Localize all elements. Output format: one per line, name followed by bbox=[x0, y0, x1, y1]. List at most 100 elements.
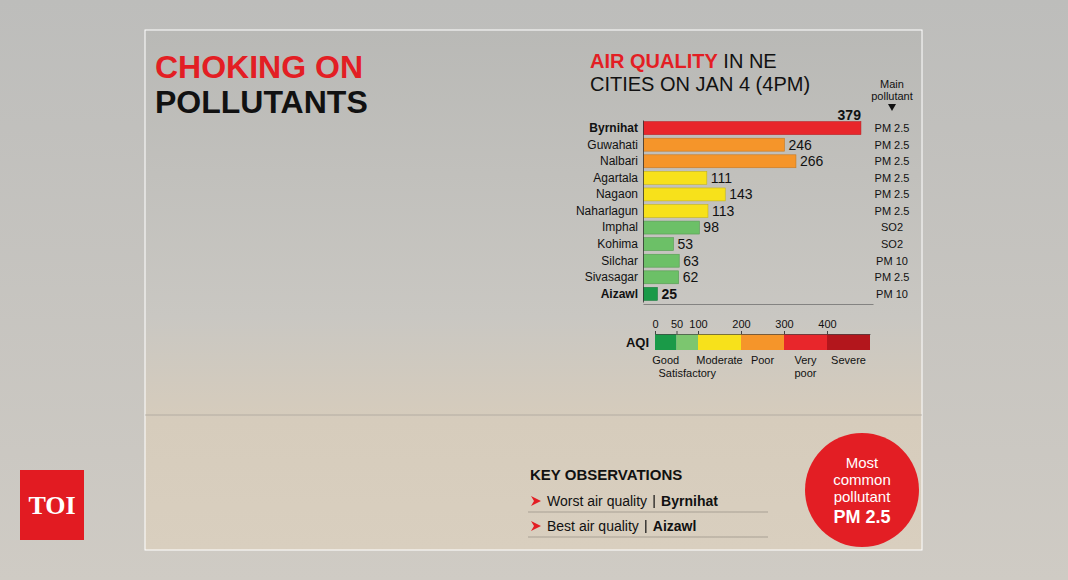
aqi-tick: 100 bbox=[689, 318, 707, 334]
data-label: 98 bbox=[703, 219, 719, 235]
data-label: 246 bbox=[788, 137, 812, 153]
pollutant-label: PM 2.5 bbox=[875, 122, 910, 134]
aqi-tick-label: 200 bbox=[732, 318, 750, 330]
separator bbox=[645, 520, 646, 533]
aqi-band-label: Severe bbox=[831, 354, 866, 366]
y-tick: Aizawl bbox=[601, 287, 638, 301]
aqi-band bbox=[741, 334, 784, 350]
text-word: 4 bbox=[733, 73, 750, 95]
category-label: Imphal bbox=[602, 220, 638, 234]
bar bbox=[643, 188, 725, 201]
aqi-band-label: Verypoor bbox=[794, 354, 817, 379]
data-label: 25 bbox=[661, 286, 677, 302]
text-line: pollutant bbox=[834, 488, 892, 505]
text-word: NE bbox=[743, 50, 776, 72]
bar bbox=[643, 221, 699, 234]
text-word: Severe bbox=[831, 354, 866, 366]
aqi-band-label: Poor bbox=[751, 354, 775, 366]
text-word: pollutant bbox=[871, 90, 913, 102]
aqi-tick-mark bbox=[677, 331, 678, 334]
aqi-tick-label: 400 bbox=[818, 318, 836, 330]
aqi-tick-label: 300 bbox=[775, 318, 793, 330]
y-tick: Naharlagun bbox=[576, 204, 638, 218]
y-tick: Sivasagar bbox=[585, 270, 638, 284]
category-label: Aizawl bbox=[601, 287, 638, 301]
aqi-band-label: Satisfactory bbox=[659, 367, 717, 379]
pollutant-label: PM 2.5 bbox=[875, 139, 910, 151]
text-line: Severe bbox=[831, 354, 866, 366]
y-tick: Nalbari bbox=[600, 154, 638, 168]
observation-value: Byrnihat bbox=[661, 493, 718, 509]
callout-circle bbox=[805, 433, 919, 547]
bar bbox=[643, 271, 679, 284]
text-word: poor bbox=[794, 367, 816, 379]
pollutant-label: PM 2.5 bbox=[875, 172, 910, 184]
data-label: 53 bbox=[677, 236, 693, 252]
observation-rule bbox=[528, 537, 768, 538]
data-label: 143 bbox=[729, 186, 753, 202]
aqi-tick: 400 bbox=[818, 318, 836, 334]
page-title: CHOKING ONPOLLUTANTS bbox=[155, 49, 368, 120]
category-label: Guwahati bbox=[587, 138, 638, 152]
aqi-band bbox=[784, 334, 827, 350]
aqi-tick-mark bbox=[827, 331, 828, 334]
text-word: Most bbox=[846, 454, 879, 471]
observation-value: Aizawl bbox=[653, 518, 697, 534]
text-line: Most bbox=[846, 454, 879, 471]
background bbox=[0, 0, 1068, 580]
bars bbox=[643, 122, 861, 301]
y-tick: Guwahati bbox=[587, 138, 638, 152]
data-label: 113 bbox=[712, 203, 735, 219]
observation-label: Best air quality bbox=[547, 518, 639, 534]
callout-value: PM 2.5 bbox=[833, 507, 890, 527]
text-line: Poor bbox=[751, 354, 775, 366]
text-line: CITIES ON JAN 4 (4PM) bbox=[590, 73, 810, 95]
logo-box bbox=[20, 470, 84, 540]
logo-text: TOI bbox=[28, 491, 75, 520]
text-word: CHOKING bbox=[155, 49, 306, 85]
y-tick: Byrnihat bbox=[589, 121, 638, 135]
category-label: Agartala bbox=[593, 171, 638, 185]
y-tick: Agartala bbox=[593, 171, 638, 185]
chart-title: AIR QUALITY IN NECITIES ON JAN 4 (4PM) bbox=[590, 50, 810, 95]
text-word: ON bbox=[306, 49, 363, 85]
pollutant-label: SO2 bbox=[881, 221, 903, 233]
category-label: Silchar bbox=[601, 254, 638, 268]
pollutant-label: PM 10 bbox=[876, 255, 908, 267]
panel bbox=[145, 30, 922, 550]
aqi-tick: 0 bbox=[652, 318, 658, 334]
pollutant-label: PM 2.5 bbox=[875, 188, 910, 200]
aqi-tick: 300 bbox=[775, 318, 793, 334]
fence bbox=[145, 415, 922, 416]
aqi-label: AQI bbox=[626, 335, 649, 350]
bar bbox=[643, 122, 861, 135]
category-label: Sivasagar bbox=[585, 270, 638, 284]
pollutant-label: SO2 bbox=[881, 238, 903, 250]
aqi-tick-mark bbox=[784, 331, 785, 334]
bar bbox=[643, 254, 679, 267]
pollutant-header: Mainpollutant bbox=[871, 78, 913, 102]
category-label: Nalbari bbox=[600, 154, 638, 168]
text-line: Satisfactory bbox=[659, 367, 717, 379]
aqi-band bbox=[655, 334, 677, 350]
category-label: Naharlagun bbox=[576, 204, 638, 218]
text-line: Main bbox=[880, 78, 904, 90]
y-axis-line bbox=[643, 121, 644, 303]
aqi-tick-label: 0 bbox=[652, 318, 658, 330]
separator bbox=[654, 495, 655, 508]
text-word: JAN bbox=[690, 73, 733, 95]
text-line: pollutant bbox=[871, 90, 913, 102]
pollutant-arrow bbox=[888, 104, 896, 111]
pollutant-label: PM 2.5 bbox=[875, 205, 910, 217]
text-line: Good bbox=[652, 354, 679, 366]
bar bbox=[643, 171, 707, 184]
y-tick: Imphal bbox=[602, 220, 638, 234]
text-word: IN bbox=[718, 50, 744, 72]
bar bbox=[643, 205, 708, 218]
data-label: 62 bbox=[683, 269, 699, 285]
observation-label: Worst air quality bbox=[547, 493, 647, 509]
aqi-axis: 050100200300400 bbox=[652, 318, 870, 335]
text-line: Moderate bbox=[696, 354, 742, 366]
aqi-band-label: Good bbox=[652, 354, 679, 366]
aqi-tick-mark bbox=[698, 331, 699, 334]
